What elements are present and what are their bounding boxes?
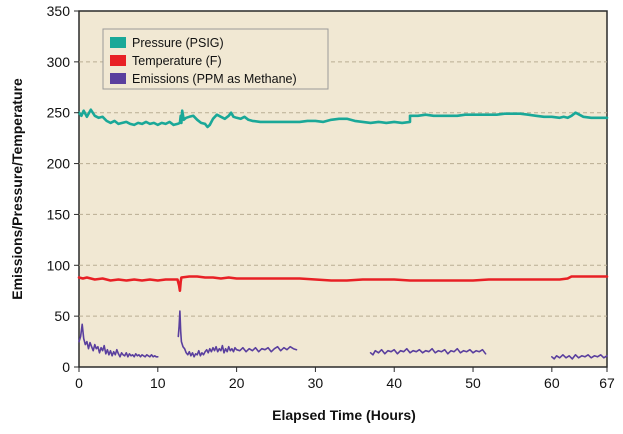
y-tick-label-50: 50 bbox=[54, 308, 70, 324]
y-axis-ticks: 0 50 100 150 200 250 300 350 bbox=[47, 3, 79, 375]
x-tick-label-20: 20 bbox=[229, 375, 245, 391]
legend-swatch-temperature bbox=[110, 55, 126, 66]
x-axis-title: Elapsed Time (Hours) bbox=[272, 407, 416, 423]
legend: Pressure (PSIG) Temperature (F) Emission… bbox=[102, 28, 329, 90]
x-tick-label-60: 60 bbox=[544, 375, 560, 391]
series-temperature-line-0 bbox=[77, 275, 609, 293]
x-tick-label-0: 0 bbox=[75, 375, 83, 391]
series-pressure-line-0 bbox=[77, 108, 609, 129]
x-tick-label-30: 30 bbox=[308, 375, 324, 391]
legend-label-pressure: Pressure (PSIG) bbox=[132, 36, 224, 50]
x-tick-label-40: 40 bbox=[386, 375, 402, 391]
series-pressure bbox=[77, 108, 609, 129]
legend-label-emissions: Emissions (PPM as Methane) bbox=[132, 72, 297, 86]
legend-label-temperature: Temperature (F) bbox=[132, 54, 222, 68]
series-emissions-line-2 bbox=[369, 347, 487, 356]
y-tick-label-100: 100 bbox=[47, 257, 71, 273]
x-tick-label-10: 10 bbox=[150, 375, 166, 391]
y-tick-label-350: 350 bbox=[47, 3, 71, 19]
series-emissions-line-3 bbox=[550, 353, 608, 360]
x-tick-label-50: 50 bbox=[465, 375, 481, 391]
y-tick-label-300: 300 bbox=[47, 54, 71, 70]
y-axis-title: Emissions/Pressure/Temperature bbox=[9, 78, 25, 300]
y-tick-label-250: 250 bbox=[47, 105, 71, 121]
y-tick-label-0: 0 bbox=[62, 359, 70, 375]
y-tick-label-200: 200 bbox=[47, 156, 71, 172]
y-tick-label-150: 150 bbox=[47, 206, 71, 222]
series-emissions-line-1 bbox=[177, 310, 298, 358]
series-emissions bbox=[78, 310, 608, 360]
x-axis-ticks: 0 10 20 30 40 50 60 67 bbox=[75, 367, 615, 391]
series-emissions-line-0 bbox=[78, 323, 159, 358]
series-layer bbox=[77, 108, 609, 360]
legend-box bbox=[102, 28, 329, 90]
x-tick-label-67: 67 bbox=[599, 375, 615, 391]
legend-swatch-emissions bbox=[110, 73, 126, 84]
legend-swatch-pressure bbox=[110, 37, 126, 48]
series-temperature bbox=[77, 275, 609, 293]
